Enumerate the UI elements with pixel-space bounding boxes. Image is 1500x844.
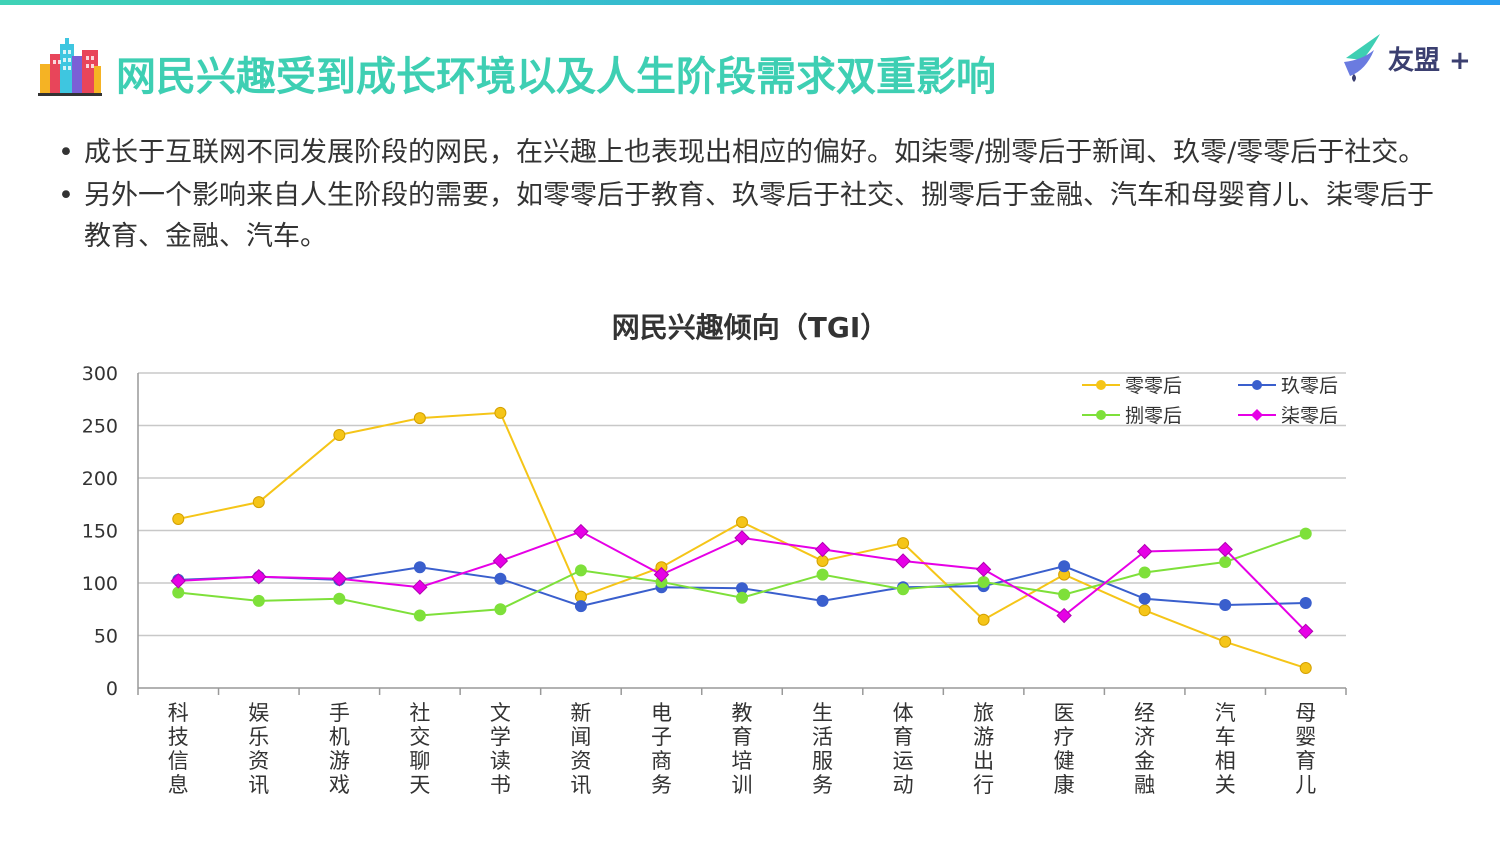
data-point [814, 541, 831, 558]
x-category-label: 旅游出行 [973, 701, 994, 797]
data-point [333, 592, 346, 605]
x-category-label: 新闻资讯 [570, 701, 591, 797]
data-point [333, 428, 346, 441]
legend-marker [1252, 380, 1262, 390]
data-point [1299, 596, 1312, 609]
y-tick-label: 200 [82, 468, 118, 490]
data-point [736, 591, 748, 604]
data-point [977, 575, 990, 588]
data-point [494, 572, 507, 585]
data-point [736, 516, 748, 529]
x-category-label: 手机游戏 [329, 701, 350, 797]
data-point [895, 553, 911, 569]
data-point [1219, 635, 1232, 648]
y-tick-label: 150 [82, 521, 118, 543]
legend-marker [1096, 410, 1106, 420]
data-point [170, 573, 186, 589]
data-point [492, 553, 509, 569]
chart-title: 网民兴趣倾向（TGI） [611, 311, 889, 344]
x-category-label: 生活服务 [812, 701, 833, 797]
data-point [574, 600, 587, 613]
data-point [1138, 592, 1151, 605]
data-point [1219, 599, 1232, 612]
data-point [653, 566, 670, 583]
bullet-text: 成长于互联网不同发展阶段的网民，在兴趣上也表现出相应的偏好。如柒零/捌零后于新闻… [84, 137, 1426, 168]
data-point [734, 530, 750, 546]
data-point [1217, 541, 1233, 558]
data-point [1299, 662, 1312, 675]
bullet-text: 另外一个影响来自人生阶段的需要，如零零后于教育、玖零后于社交、捌零后于金融、汽车… [84, 180, 1434, 252]
x-category-label: 体育运动 [893, 701, 914, 797]
bullet-marker: • [58, 137, 74, 168]
x-category-label: 文学读书 [490, 701, 511, 797]
data-point [494, 603, 507, 616]
series-line [178, 530, 1307, 633]
data-point [897, 537, 910, 550]
data-point [413, 412, 426, 425]
y-tick-label: 300 [82, 363, 118, 385]
data-point [252, 594, 265, 607]
x-category-label: 汽车相关 [1215, 701, 1236, 797]
data-point [172, 512, 185, 525]
data-point [1056, 607, 1072, 624]
data-point [573, 523, 589, 540]
data-point [1136, 543, 1153, 560]
x-category-label: 教育培训 [732, 701, 753, 797]
data-point [1299, 527, 1312, 540]
data-point [1219, 556, 1232, 568]
legend-label: 玖零后 [1281, 375, 1338, 397]
bullet-item: • 成长于互联网不同发展阶段的网民，在兴趣上也表现出相应的偏好。如柒零/捌零后于新… [56, 132, 1456, 173]
data-point [897, 583, 910, 596]
legend-marker [1096, 380, 1106, 390]
y-tick-label: 50 [94, 626, 118, 648]
y-tick-label: 250 [82, 416, 118, 438]
data-point [975, 561, 992, 578]
bullet-item: • 另外一个影响来自人生阶段的需要，如零零后于教育、玖零后于社交、捌零后于金融、汽… [56, 175, 1456, 257]
data-point [412, 579, 428, 595]
top-accent-bar [0, 0, 1500, 5]
legend-label: 零零后 [1125, 375, 1182, 397]
bullet-marker: • [58, 180, 74, 211]
data-point [413, 609, 426, 622]
x-category-label: 娱乐资讯 [248, 701, 269, 797]
data-point [1298, 623, 1314, 640]
legend-label: 捌零后 [1125, 405, 1182, 427]
data-point [1138, 604, 1151, 617]
data-point [1058, 560, 1071, 573]
brand-name: 友盟 + [1388, 46, 1471, 76]
data-point [252, 496, 265, 509]
x-category-label: 经济金融 [1134, 701, 1155, 797]
brand-logo: 友盟 + [1340, 30, 1480, 82]
data-point [816, 568, 829, 581]
legend-marker [1251, 409, 1263, 421]
x-category-label: 医疗健康 [1054, 701, 1075, 797]
data-point [816, 594, 829, 607]
y-tick-label: 100 [82, 573, 118, 595]
x-category-label: 电子商务 [651, 701, 672, 797]
bullet-list: • 成长于互联网不同发展阶段的网民，在兴趣上也表现出相应的偏好。如柒零/捌零后于新… [56, 132, 1456, 259]
data-point [413, 561, 426, 574]
data-point [331, 571, 348, 587]
page-title: 网民兴趣受到成长环境以及人生阶段需求双重影响 [116, 54, 996, 100]
data-point [1058, 588, 1071, 601]
data-point [977, 613, 990, 626]
data-point [251, 568, 267, 585]
x-category-label: 科技信息 [168, 701, 189, 797]
data-point [494, 406, 507, 419]
legend-label: 柒零后 [1281, 405, 1338, 427]
umeng-bird-icon [1344, 34, 1380, 82]
data-point [574, 564, 587, 577]
x-category-label: 社交聊天 [409, 701, 430, 797]
y-tick-label: 0 [106, 678, 118, 700]
city-buildings-icon [38, 38, 102, 96]
data-point [1138, 566, 1151, 579]
x-category-label: 母婴育儿 [1295, 701, 1316, 797]
